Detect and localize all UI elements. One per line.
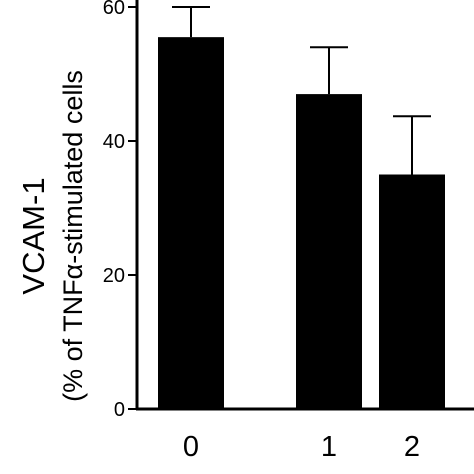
y-tick-label-20: 20 xyxy=(103,265,125,287)
y-tick-label-60: 60 xyxy=(103,0,125,19)
y-axis-subtitle: (% of TNFα-stimulated cells xyxy=(58,70,88,402)
y-tick-label-40: 40 xyxy=(103,131,125,153)
x-tick-label-2: 2 xyxy=(404,431,420,463)
x-axis-ticks: 0 1 2 xyxy=(183,431,420,463)
y-axis-title: VCAM-1 xyxy=(16,177,51,294)
bar-0 xyxy=(158,37,224,410)
x-tick-label-1: 1 xyxy=(321,431,337,463)
y-axis-sublabel: (% of TNFα-stimulated cells xyxy=(58,70,88,402)
bars xyxy=(158,37,445,410)
bar-2 xyxy=(379,174,445,409)
y-axis-ticks: 0 20 40 60 xyxy=(103,0,137,421)
y-tick-label-0: 0 xyxy=(114,399,125,421)
bar-1 xyxy=(296,94,362,409)
y-axis-label: VCAM-1 xyxy=(16,177,51,294)
error-bars xyxy=(172,6,431,175)
x-tick-label-0: 0 xyxy=(183,431,199,463)
